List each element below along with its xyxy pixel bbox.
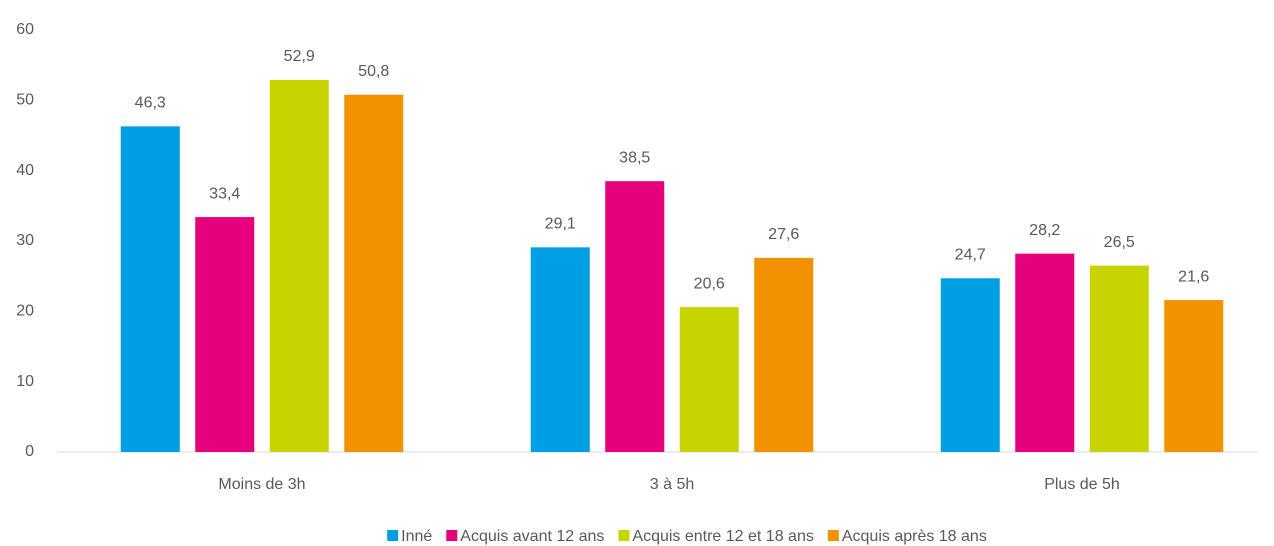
bar (754, 257, 814, 452)
data-label: 24,7 (955, 246, 986, 263)
data-label: 20,6 (694, 275, 725, 292)
data-label: 50,8 (358, 63, 389, 80)
bar (1164, 300, 1224, 452)
y-tick-label: 50 (16, 92, 34, 109)
bar (1089, 265, 1149, 452)
data-label: 38,5 (619, 149, 650, 166)
data-label: 26,5 (1104, 234, 1135, 251)
y-tick-label: 0 (25, 443, 34, 460)
legend-label: Inné (401, 528, 432, 545)
data-label: 21,6 (1178, 268, 1209, 285)
bar (120, 126, 180, 453)
y-tick-label: 20 (16, 303, 34, 320)
data-label: 52,9 (284, 48, 315, 65)
bar (344, 94, 404, 452)
bar (940, 278, 1000, 452)
bar (195, 217, 255, 452)
legend-label: Acquis après 18 ans (842, 528, 987, 545)
bar (269, 79, 329, 452)
legend-swatch (827, 530, 839, 541)
data-label: 27,6 (768, 226, 799, 243)
legend-label: Acquis entre 12 et 18 ans (632, 528, 813, 545)
data-label: 46,3 (135, 95, 166, 112)
data-label: 28,2 (1029, 222, 1060, 239)
legend-swatch (618, 530, 630, 541)
legend-label: Acquis avant 12 ans (460, 528, 604, 545)
bar (679, 307, 739, 452)
data-label: 33,4 (209, 185, 240, 202)
legend-swatch (387, 530, 399, 541)
x-tick-label: Plus de 5h (1044, 476, 1120, 493)
data-label: 29,1 (545, 216, 576, 233)
x-tick-label: Moins de 3h (218, 476, 305, 493)
x-tick-label: 3 à 5h (650, 476, 694, 493)
y-tick-label: 40 (16, 162, 34, 179)
bar (1015, 253, 1075, 452)
legend-swatch (446, 530, 458, 541)
y-tick-label: 10 (16, 373, 34, 390)
bar (605, 181, 665, 452)
y-tick-label: 60 (16, 21, 34, 38)
y-tick-label: 30 (16, 232, 34, 249)
bar (530, 247, 590, 452)
